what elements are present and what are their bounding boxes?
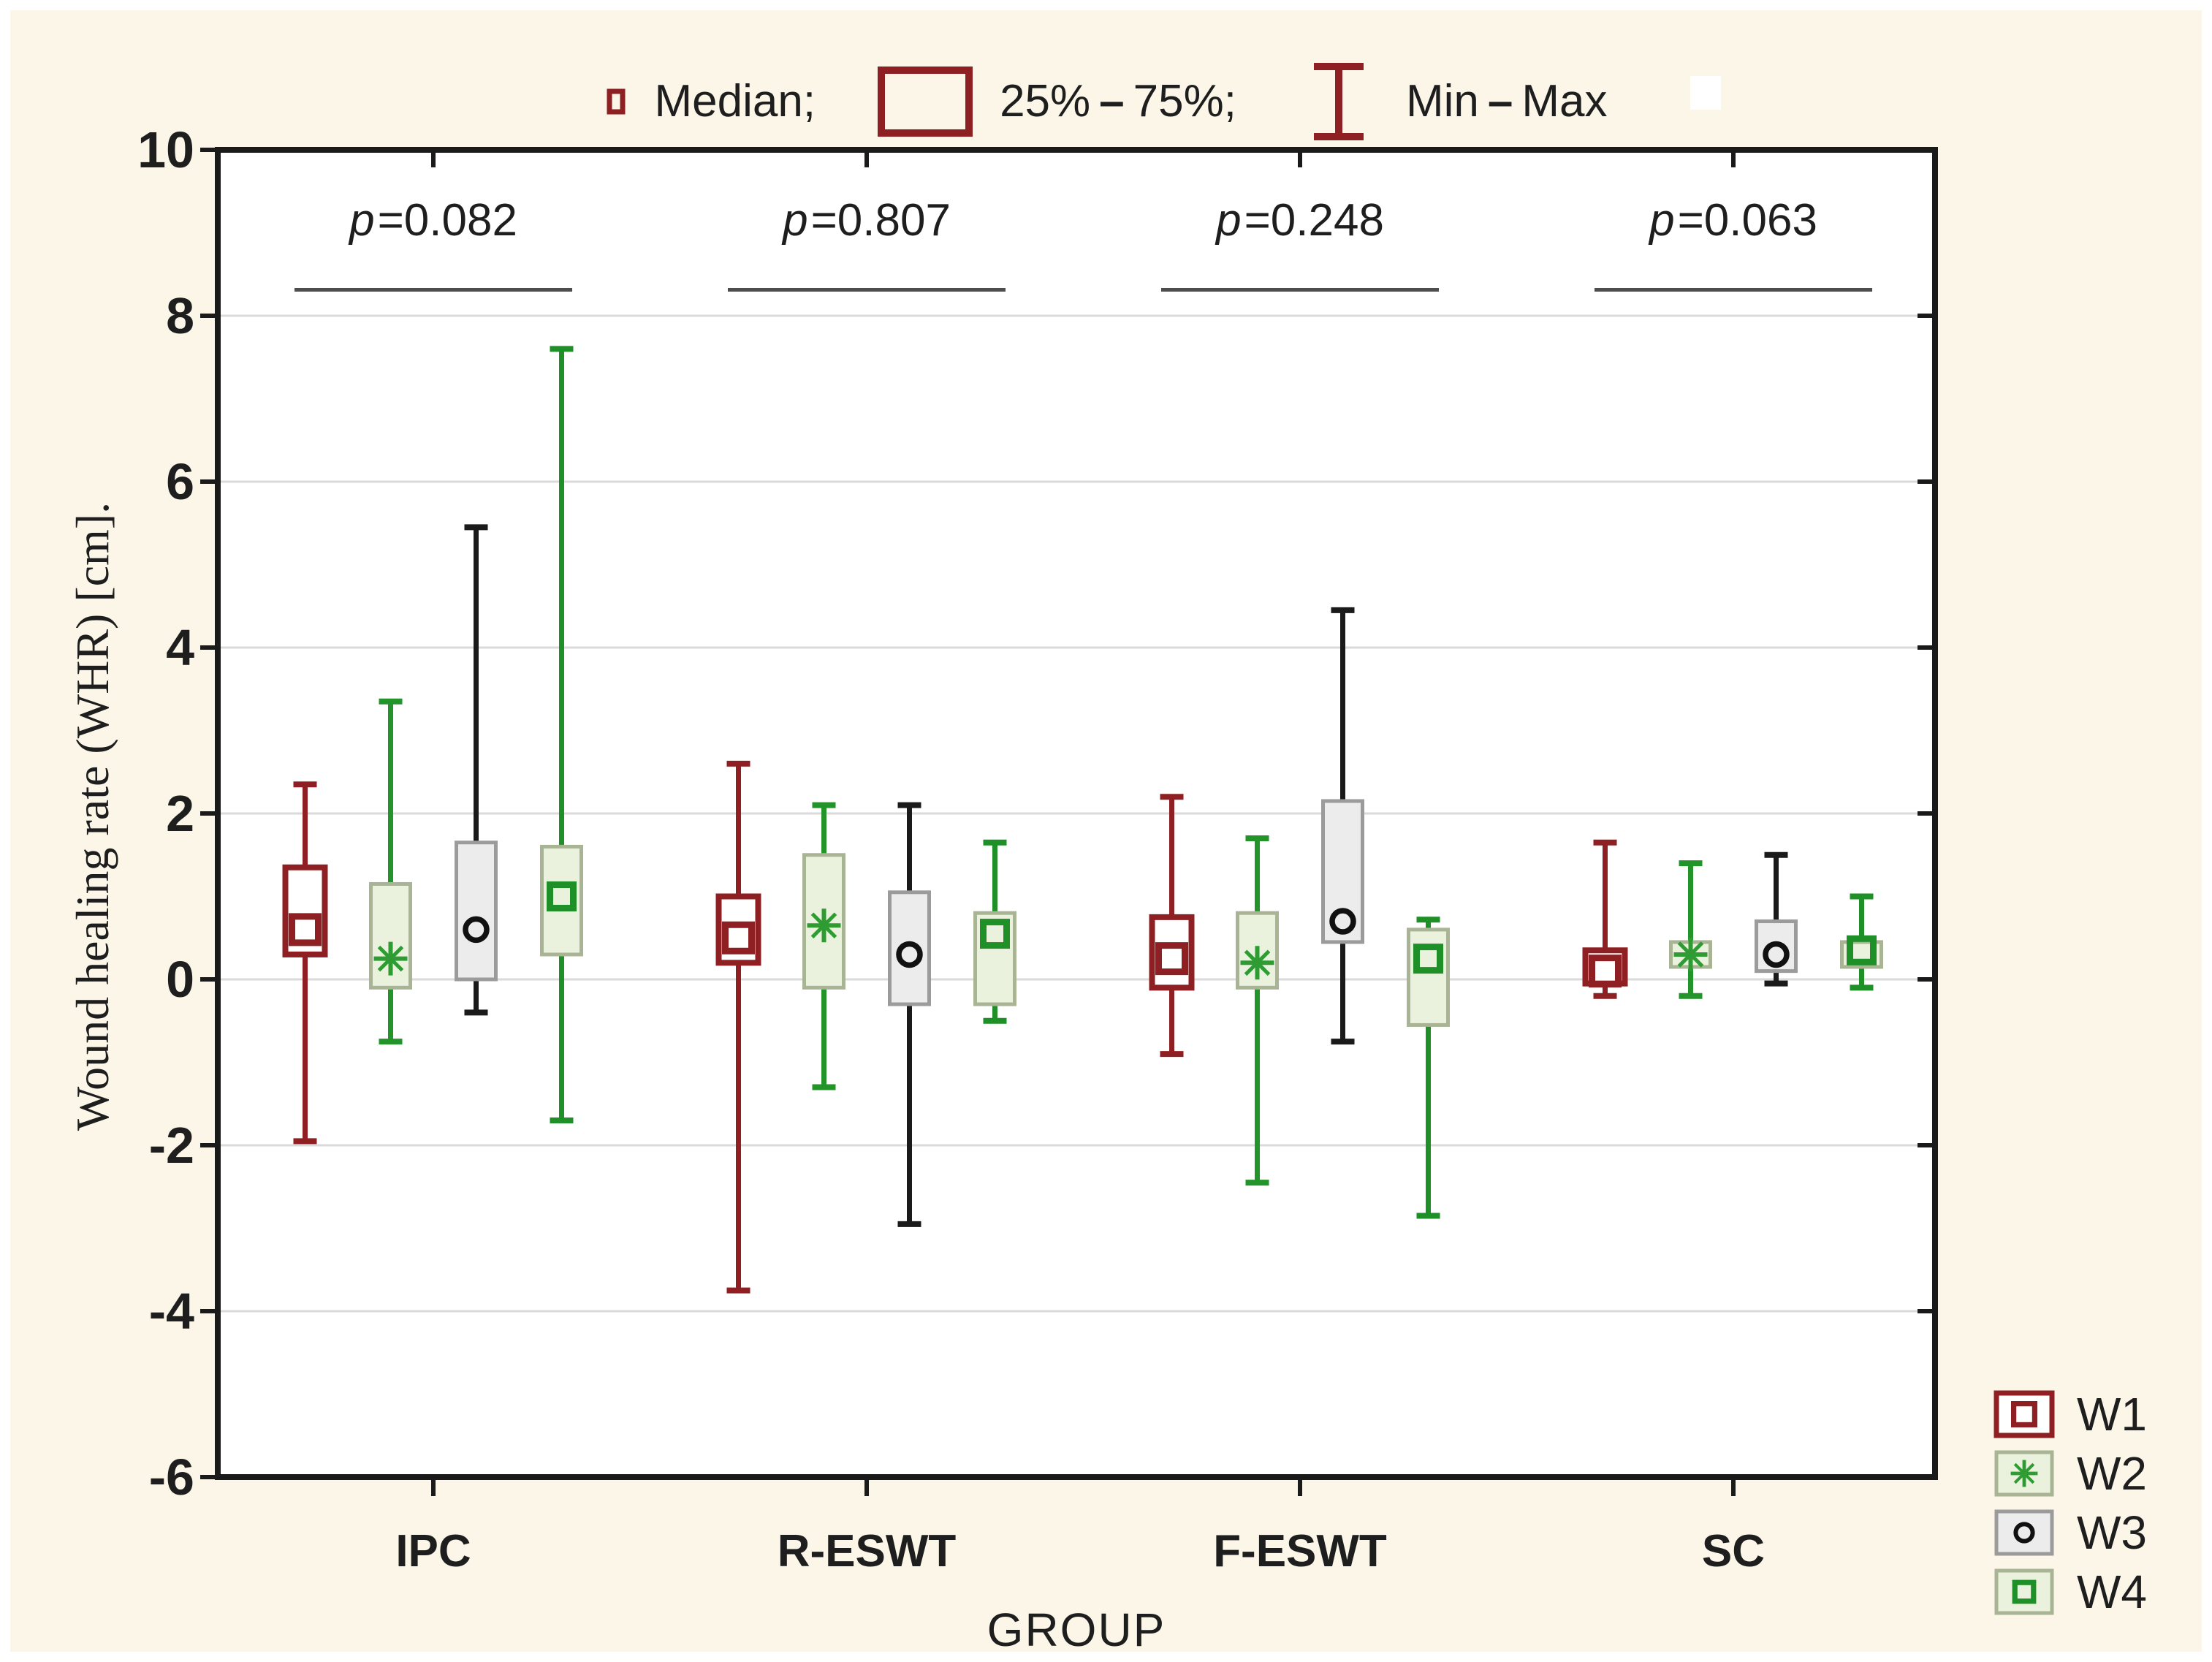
y-tick-label: 8: [166, 287, 194, 344]
median-asterisk-marker: [2010, 1460, 2038, 1487]
plot-frame: [215, 147, 1938, 1480]
box-W4-R-ESWT: [973, 839, 1016, 1024]
legend-swatch-W4: [1994, 1568, 2054, 1615]
median-square-marker: [1847, 935, 1877, 965]
legend-swatch-W3: [1994, 1509, 2054, 1556]
box-W1-R-ESWT: [715, 760, 761, 1294]
median-marker-icon: [607, 88, 626, 115]
median-asterisk-marker: [807, 908, 841, 943]
legend-minmax-dash: –: [1487, 76, 1513, 126]
series-legend: W1 W2 W3 W4: [1994, 1390, 2147, 1627]
iqr-box: [888, 890, 931, 1006]
p-value-line: [294, 288, 572, 292]
legend-swatch-W2: [1994, 1450, 2054, 1497]
box-W4-IPC: [540, 346, 583, 1123]
legend-row-W1: W1: [1994, 1390, 2147, 1438]
y-tick-label: 2: [166, 785, 194, 842]
x-category-label-R-ESWT: R-ESWT: [777, 1526, 957, 1576]
y-tick-label: 0: [166, 951, 194, 1008]
legend-label-W2: W2: [2077, 1447, 2147, 1500]
median-square-marker: [547, 881, 577, 911]
legend-minmax-right: Max: [1521, 76, 1608, 126]
median-square-marker: [722, 921, 755, 955]
legend-median-label: Median;: [654, 76, 816, 126]
legend-swatch-box: [1994, 1390, 2055, 1438]
legend-swatch-box: [1994, 1568, 2054, 1615]
box-W1-SC: [1582, 839, 1628, 999]
box-W3-R-ESWT: [888, 802, 931, 1227]
box-W2-IPC: [369, 698, 412, 1045]
y-tick-label: 10: [137, 121, 194, 178]
p-value-label: p=0.248: [1216, 195, 1384, 246]
box-W2-SC: [1669, 860, 1712, 999]
box-W1-IPC: [282, 781, 328, 1145]
legend-iqr-right: 75%;: [1133, 76, 1236, 126]
p-value-line: [1595, 288, 1872, 292]
legend-row-W3: W3: [1994, 1509, 2147, 1557]
y-tick-label: -6: [148, 1449, 194, 1506]
median-square-marker: [2011, 1401, 2037, 1427]
median-square-marker: [2012, 1579, 2037, 1604]
legend-iqr-dash: –: [1099, 76, 1125, 126]
y-tick-label: -2: [148, 1117, 194, 1174]
median-square-marker: [1413, 944, 1443, 974]
legend-minmax-group: Min – Max: [1298, 60, 1608, 143]
minmax-whisker-icon: [1313, 63, 1364, 140]
median-circle-marker: [2013, 1522, 2035, 1544]
box-W4-F-ESWT: [1407, 917, 1450, 1219]
legend-median-group: Median;: [604, 79, 816, 124]
median-circle-marker: [896, 941, 923, 968]
p-value-label: p=0.807: [783, 195, 951, 246]
box-W1-F-ESWT: [1149, 794, 1195, 1058]
median-circle-marker: [1329, 908, 1356, 935]
box-W2-R-ESWT: [802, 802, 845, 1090]
y-tick-label: 4: [166, 619, 194, 676]
median-square-marker: [1589, 955, 1622, 988]
box-W3-SC: [1755, 851, 1798, 987]
white-patch-artifact: [1690, 76, 1721, 110]
p-value-line: [728, 288, 1006, 292]
legend-iqr-group: 25% –75%;: [877, 66, 1236, 137]
iqr-box-icon: [878, 67, 973, 137]
median-asterisk-marker: [1240, 946, 1274, 980]
y-tick-label: -4: [148, 1283, 194, 1340]
iqr-box: [455, 841, 498, 982]
x-category-label-F-ESWT: F-ESWT: [1213, 1526, 1387, 1576]
legend-swatch-W1: [1994, 1390, 2055, 1438]
legend-label-W3: W3: [2077, 1506, 2147, 1559]
x-axis-title: GROUP: [987, 1604, 1166, 1656]
legend-minmax-label: Min – Max: [1406, 79, 1608, 124]
plot-legend-top: Median; 25% –75%; Min – Max: [0, 58, 2212, 145]
box-W3-F-ESWT: [1321, 607, 1364, 1045]
median-asterisk-marker: [373, 941, 408, 976]
x-category-label-IPC: IPC: [395, 1526, 471, 1576]
median-circle-marker: [463, 916, 490, 944]
legend-swatch-box: [1994, 1509, 2054, 1556]
legend-iqr-label: 25% –75%;: [1000, 79, 1236, 124]
median-square-marker: [980, 919, 1010, 949]
p-value-label: p=0.063: [1649, 195, 1817, 246]
p-value-label: p=0.082: [349, 195, 517, 246]
y-tick-label: 6: [166, 453, 194, 510]
p-value-line: [1161, 288, 1439, 292]
median-square-marker: [289, 913, 322, 946]
iqr-box: [1321, 799, 1364, 944]
legend-minmax-left: Min: [1405, 76, 1479, 126]
box-W4-SC: [1840, 893, 1883, 991]
median-circle-marker: [1763, 941, 1790, 968]
legend-row-W4: W4: [1994, 1568, 2147, 1616]
x-category-label-SC: SC: [1701, 1526, 1766, 1576]
legend-row-W2: W2: [1994, 1449, 2147, 1498]
box-W3-IPC: [455, 524, 498, 1016]
legend-label-W4: W4: [2077, 1566, 2147, 1618]
legend-iqr-left: 25%: [1000, 76, 1091, 126]
box-W2-F-ESWT: [1236, 835, 1279, 1186]
legend-label-W1: W1: [2077, 1388, 2147, 1441]
median-square-marker: [1155, 942, 1188, 976]
median-asterisk-marker: [1673, 937, 1708, 971]
